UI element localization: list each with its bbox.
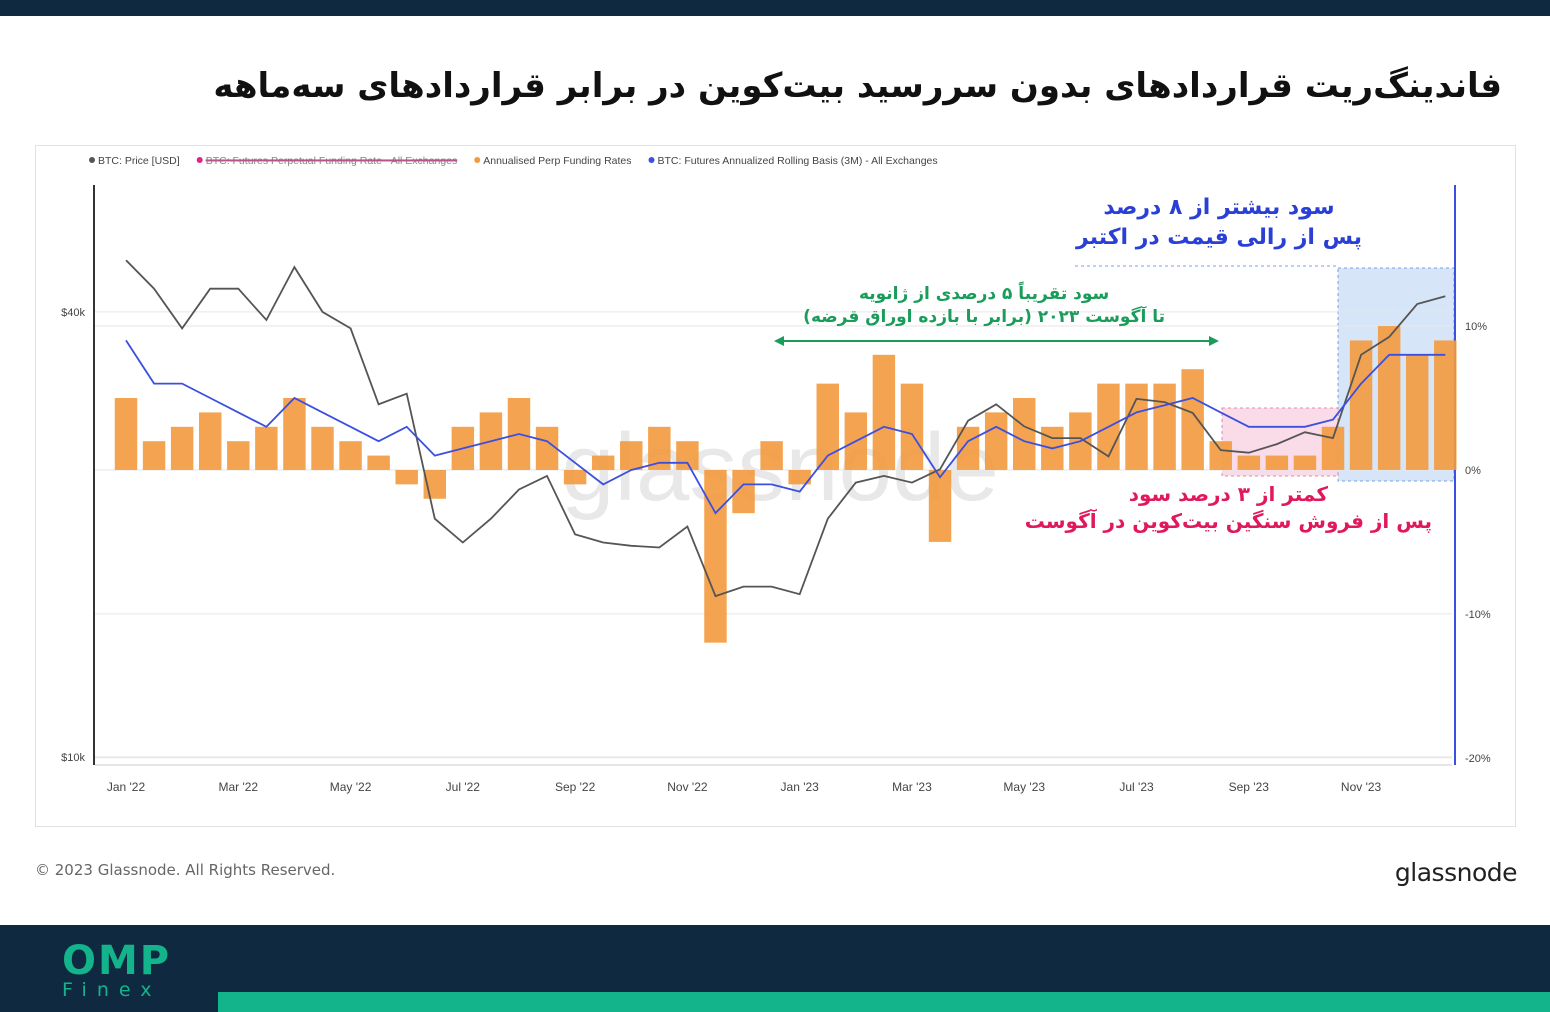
legend-label: BTC: Futures Perpetual Funding Rate - Al… bbox=[206, 155, 458, 167]
x-tick-label: May '23 bbox=[1003, 780, 1045, 794]
bar bbox=[704, 469, 727, 643]
page-title: فاندینگ‌ریت قراردادهای بدون سررسید بیت‌ک… bbox=[213, 66, 1502, 106]
annotation-line: کمتر از ۳ درصد سود bbox=[1128, 482, 1328, 506]
legend-marker bbox=[648, 157, 655, 163]
bar bbox=[1377, 326, 1401, 470]
annotation: سود بیشتر از ۸ درصد پس از رالی قیمت در اک… bbox=[1076, 193, 1362, 252]
bar bbox=[816, 383, 839, 470]
bar bbox=[563, 469, 587, 485]
legend-marker bbox=[89, 157, 95, 163]
arrow-head bbox=[1209, 336, 1219, 346]
legend-label: BTC: Futures Annualized Rolling Basis (3… bbox=[658, 155, 938, 167]
logo: OMP bbox=[62, 938, 172, 984]
bar bbox=[339, 441, 362, 470]
bar bbox=[591, 455, 615, 470]
arrow-head bbox=[774, 336, 784, 346]
bar bbox=[1181, 369, 1204, 470]
bar bbox=[928, 469, 952, 542]
y-tick-label: $40k bbox=[61, 307, 85, 319]
x-tick-label: Mar '23 bbox=[892, 780, 932, 794]
footer-band bbox=[218, 992, 1550, 1012]
bar bbox=[648, 426, 671, 470]
bar bbox=[114, 398, 138, 470]
bar bbox=[142, 441, 166, 470]
legend-label: Annualised Perp Funding Rates bbox=[483, 155, 631, 167]
bar bbox=[1434, 340, 1457, 470]
x-tick-label: May '22 bbox=[330, 780, 372, 794]
bar bbox=[283, 398, 306, 470]
x-tick-label: Jan '22 bbox=[107, 780, 146, 794]
bar bbox=[311, 426, 334, 470]
bar bbox=[170, 426, 194, 470]
bar bbox=[872, 354, 896, 470]
x-tick-label: Nov '22 bbox=[667, 780, 708, 794]
bar bbox=[732, 469, 755, 514]
chart-card bbox=[35, 145, 1516, 827]
annotation-line: تا آگوست ۲۰۲۳ (برابر با بازده اوراق قرضه… bbox=[803, 306, 1165, 327]
bar bbox=[1125, 383, 1148, 470]
bar bbox=[1209, 441, 1232, 470]
x-tick-label: Mar '22 bbox=[218, 780, 258, 794]
bar bbox=[1265, 455, 1289, 470]
bar bbox=[1293, 455, 1317, 470]
x-tick-label: Sep '23 bbox=[1229, 780, 1270, 794]
bar bbox=[620, 441, 643, 470]
x-tick-label: Sep '22 bbox=[555, 780, 596, 794]
x-tick-label: Nov '23 bbox=[1341, 780, 1382, 794]
bar bbox=[198, 412, 222, 470]
bar bbox=[255, 426, 278, 470]
top-bar bbox=[0, 0, 1550, 16]
annotation: سود تقریباً ۵ درصدی از ژانویه تا آگوست ۲۰… bbox=[803, 283, 1165, 329]
y2-tick-label: -20% bbox=[1465, 753, 1491, 765]
bar bbox=[1237, 455, 1261, 470]
bar bbox=[535, 426, 559, 470]
annotation: کمتر از ۳ درصد سود پس از فروش سنگین بیت‌ک… bbox=[1025, 481, 1432, 535]
bar bbox=[760, 441, 783, 470]
bar bbox=[1405, 354, 1429, 470]
bar bbox=[1013, 398, 1036, 470]
bar bbox=[367, 455, 390, 470]
y2-tick-label: 0% bbox=[1465, 465, 1481, 477]
y2-tick-label: -10% bbox=[1465, 609, 1491, 621]
y2-tick-label: 10% bbox=[1465, 321, 1487, 333]
brand: glassnode bbox=[1394, 858, 1518, 887]
y-tick-label: $10k bbox=[61, 752, 85, 764]
bar bbox=[227, 441, 250, 470]
annotation-line: پس از رالی قیمت در اکتبر bbox=[1076, 224, 1362, 250]
copyright: © 2023 Glassnode. All Rights Reserved. bbox=[35, 861, 336, 879]
line-series bbox=[125, 339, 1446, 515]
bar bbox=[900, 383, 924, 470]
x-tick-label: Jul '23 bbox=[1119, 780, 1154, 794]
legend-marker bbox=[474, 157, 481, 163]
bar bbox=[395, 469, 418, 485]
legend-label: BTC: Price [USD] bbox=[98, 155, 180, 167]
bar bbox=[984, 412, 1008, 470]
legend-marker bbox=[196, 157, 203, 163]
bar bbox=[1153, 383, 1176, 470]
annotation-line: سود تقریباً ۵ درصدی از ژانویه bbox=[858, 284, 1110, 304]
bar bbox=[676, 441, 699, 470]
line-series bbox=[125, 259, 1446, 598]
bar bbox=[1349, 340, 1373, 470]
x-tick-label: Jul '22 bbox=[446, 780, 481, 794]
logo-sub: Finex bbox=[62, 979, 162, 1001]
annotation-line: سود بیشتر از ۸ درصد bbox=[1103, 195, 1335, 220]
bar bbox=[788, 469, 811, 485]
x-tick-label: Jan '23 bbox=[781, 780, 820, 794]
annotation-line: پس از فروش سنگین بیت‌کوین در آگوست bbox=[1024, 509, 1432, 533]
bar bbox=[1321, 426, 1345, 470]
